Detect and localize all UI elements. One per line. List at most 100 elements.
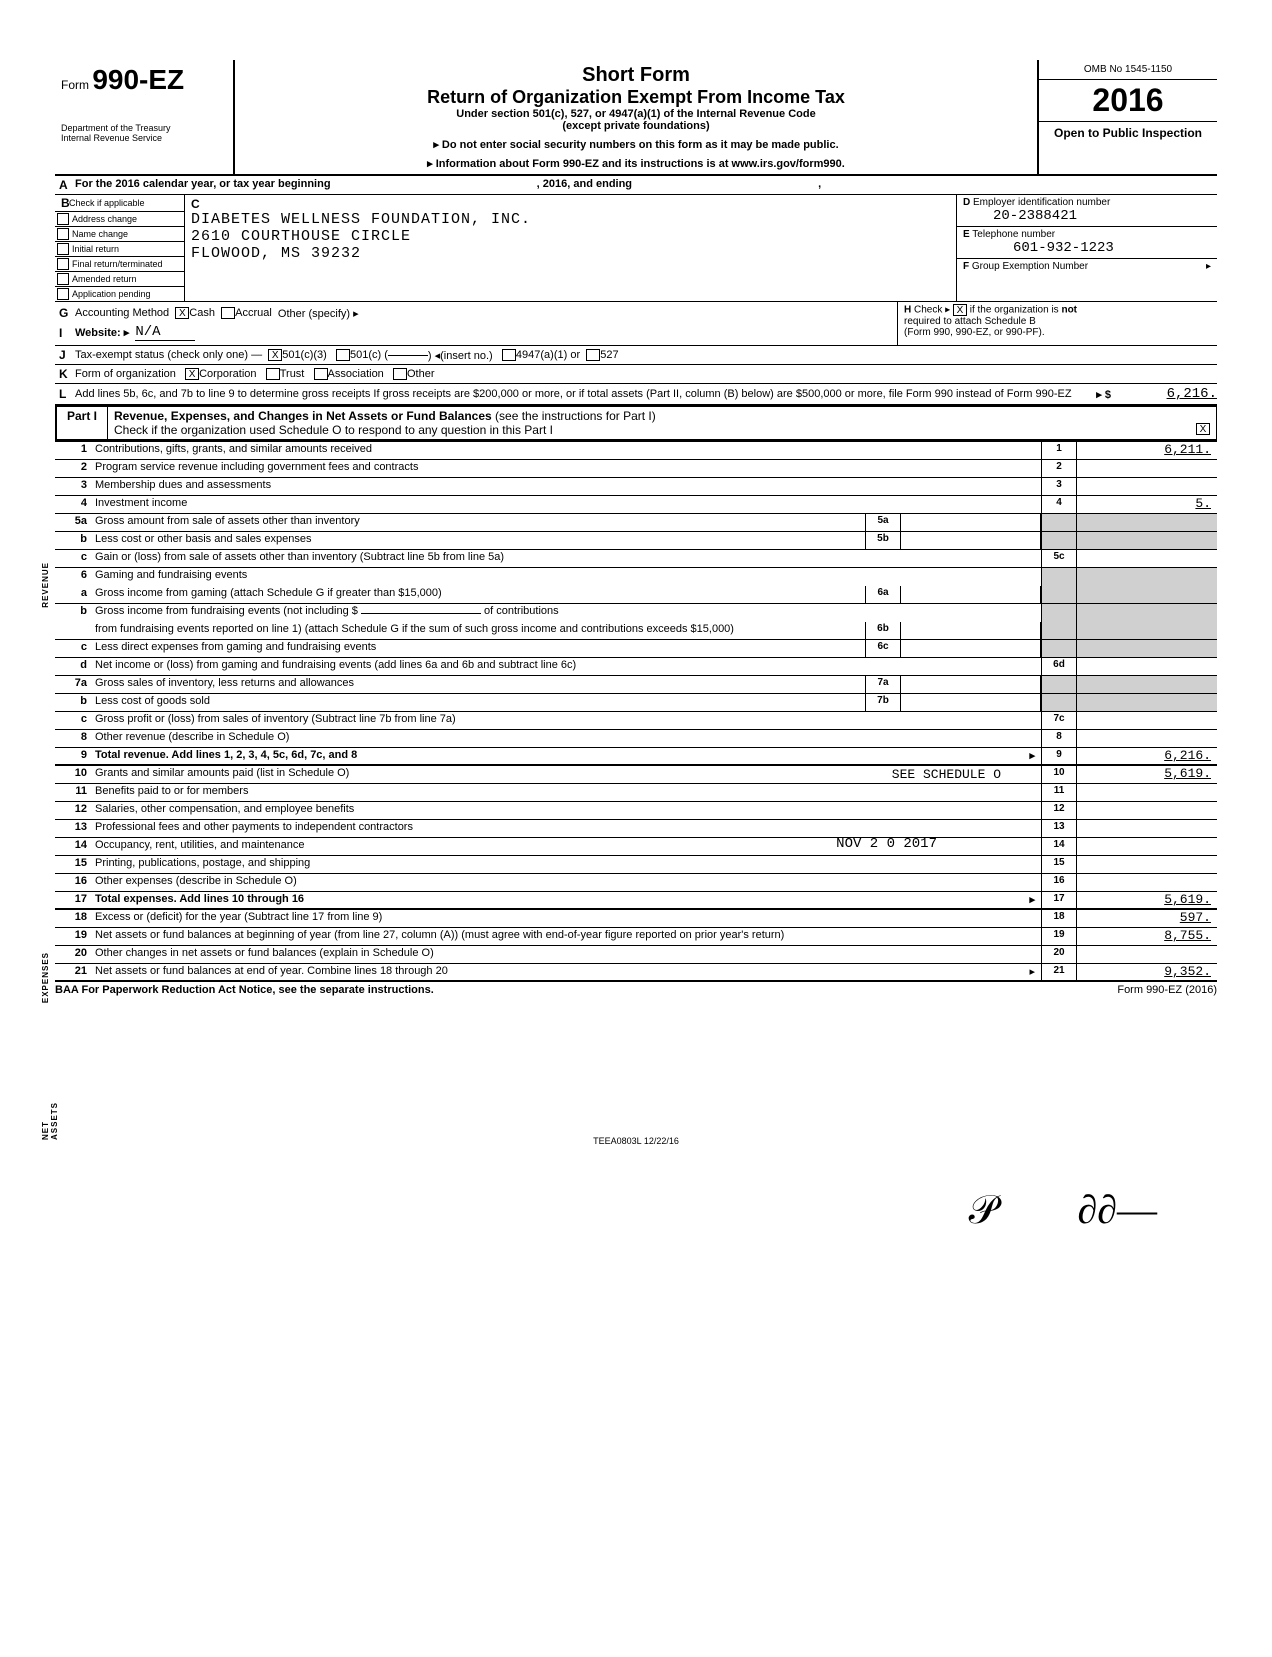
chk-527[interactable]	[586, 349, 600, 361]
form-prefix: Form	[61, 78, 89, 92]
lbl-501c3: 501(c)(3)	[282, 349, 327, 361]
vert-expenses: EXPENSES	[41, 952, 50, 1003]
table-row: 8Other revenue (describe in Schedule O)8	[55, 730, 1217, 748]
lbl-initial-return: Initial return	[72, 244, 119, 254]
table-row: 14Occupancy, rent, utilities, and mainte…	[55, 838, 1217, 856]
table-row: 5aGross amount from sale of assets other…	[55, 514, 1217, 532]
val-line5c	[1077, 550, 1217, 567]
subtitle-except: (except private foundations)	[245, 120, 1027, 132]
chk-pending[interactable]	[57, 288, 69, 300]
chk-name-change[interactable]	[57, 228, 69, 240]
line-l-text: Add lines 5b, 6c, and 7b to line 9 to de…	[75, 388, 1090, 400]
table-row: bLess cost or other basis and sales expe…	[55, 532, 1217, 550]
signature-1: 𝒫	[969, 1186, 998, 1233]
table-row: 21Net assets or fund balances at end of …	[55, 964, 1217, 982]
h-text4: required to attach Schedule B	[904, 316, 1036, 327]
org-addr2: FLOWOOD, MS 39232	[191, 245, 950, 262]
chk-trust[interactable]	[266, 368, 280, 380]
letter-g: G	[55, 306, 75, 320]
vert-revenue: REVENUE	[41, 562, 50, 608]
lbl-name-change: Name change	[72, 229, 128, 239]
date-stamp: NOV 2 0 2017	[836, 836, 937, 852]
table-row: 13Professional fees and other payments t…	[55, 820, 1217, 838]
lbl-527: 527	[600, 349, 618, 361]
lbl-corp: Corporation	[199, 368, 256, 380]
website-value: N/A	[135, 324, 195, 341]
chk-501c[interactable]	[336, 349, 350, 361]
signature-area: 𝒫 ∂∂—	[55, 1186, 1217, 1233]
letter-a: A	[55, 178, 75, 192]
h-text2: if the organization is	[970, 305, 1059, 316]
phone-label: Telephone number	[972, 229, 1055, 240]
letter-c: C	[191, 197, 950, 211]
chk-other-org[interactable]	[393, 368, 407, 380]
see-schedule-o: SEE SCHEDULE O	[892, 767, 1041, 782]
table-row: cLess direct expenses from gaming and fu…	[55, 640, 1217, 658]
group-exempt-label: Group Exemption Number	[972, 261, 1088, 272]
table-row: from fundraising events reported on line…	[55, 622, 1217, 640]
chk-initial-return[interactable]	[57, 243, 69, 255]
part1-table: REVENUE EXPENSES NET ASSETS 1Contributio…	[55, 441, 1217, 982]
form-org-label: Form of organization	[75, 368, 176, 380]
h-text3: not	[1061, 305, 1077, 316]
baa-left: BAA For Paperwork Reduction Act Notice, …	[55, 984, 434, 996]
chk-accrual[interactable]	[221, 307, 235, 319]
chk-assoc[interactable]	[314, 368, 328, 380]
section-bcdef: B Check if applicable Address change Nam…	[55, 195, 1217, 302]
val-line12	[1077, 802, 1217, 819]
chk-schedule-b[interactable]: X	[953, 304, 967, 316]
chk-final-return[interactable]	[57, 258, 69, 270]
part1-title: Revenue, Expenses, and Changes in Net As…	[114, 409, 492, 423]
val-line10: 5,619.	[1077, 766, 1217, 783]
val-line17: 5,619.	[1077, 892, 1217, 908]
row-gh: G Accounting Method X Cash Accrual Other…	[55, 302, 1217, 346]
baa-right: Form 990-EZ (2016)	[1117, 984, 1217, 996]
chk-4947[interactable]	[502, 349, 516, 361]
lbl-pending: Application pending	[72, 289, 151, 299]
table-row: bLess cost of goods sold7b	[55, 694, 1217, 712]
chk-501c3[interactable]: X	[268, 349, 282, 361]
val-line9: 6,216.	[1077, 748, 1217, 764]
chk-corp[interactable]: X	[185, 368, 199, 380]
line-k: K Form of organization X Corporation Tru…	[55, 365, 1217, 384]
title-short-form: Short Form	[245, 64, 1027, 87]
col-b-heading: Check if applicable	[69, 198, 145, 208]
arrow-icon: ▸	[1206, 261, 1211, 272]
line-a-text2: , 2016, and ending	[537, 178, 632, 190]
chk-address-change[interactable]	[57, 213, 69, 225]
lbl-other-org: Other	[407, 368, 435, 380]
chk-amended[interactable]	[57, 273, 69, 285]
column-c: C DIABETES WELLNESS FOUNDATION, INC. 261…	[185, 195, 957, 301]
val-line2	[1077, 460, 1217, 477]
table-row: cGross profit or (loss) from sales of in…	[55, 712, 1217, 730]
val-line1: 6,211.	[1077, 442, 1217, 459]
table-row: 3Membership dues and assessments3	[55, 478, 1217, 496]
letter-d: D	[963, 197, 970, 208]
lbl-4947: 4947(a)(1) or	[516, 349, 580, 361]
letter-i: I	[55, 326, 75, 340]
letter-f: F	[963, 261, 969, 272]
omb-number: OMB No 1545-1150	[1039, 60, 1217, 80]
table-row: 20Other changes in net assets or fund ba…	[55, 946, 1217, 964]
letter-b: B	[57, 196, 69, 210]
table-row: 16Other expenses (describe in Schedule O…	[55, 874, 1217, 892]
val-line16	[1077, 874, 1217, 891]
table-row: b Gross income from fundraising events (…	[55, 604, 1217, 622]
val-line21: 9,352.	[1077, 964, 1217, 980]
org-name: DIABETES WELLNESS FOUNDATION, INC.	[191, 211, 950, 228]
inspection-notice: Open to Public Inspection	[1039, 122, 1217, 144]
chk-cash[interactable]: X	[175, 307, 189, 319]
val-line18: 597.	[1077, 910, 1217, 927]
line-l-arrow: ▸ $	[1090, 388, 1117, 401]
table-row: 4Investment income45.	[55, 496, 1217, 514]
table-row: 9Total revenue. Add lines 1, 2, 3, 4, 5c…	[55, 748, 1217, 766]
gross-receipts: 6,216.	[1117, 386, 1217, 402]
header-center: Short Form Return of Organization Exempt…	[235, 60, 1037, 174]
form-header: Form 990-EZ Department of the Treasury I…	[55, 60, 1217, 176]
val-line7c	[1077, 712, 1217, 729]
tax-exempt-label: Tax-exempt status (check only one) —	[75, 349, 262, 361]
lbl-accrual: Accrual	[235, 307, 272, 319]
val-line20	[1077, 946, 1217, 963]
chk-schedule-o-part1[interactable]: X	[1196, 423, 1210, 435]
val-line8	[1077, 730, 1217, 747]
